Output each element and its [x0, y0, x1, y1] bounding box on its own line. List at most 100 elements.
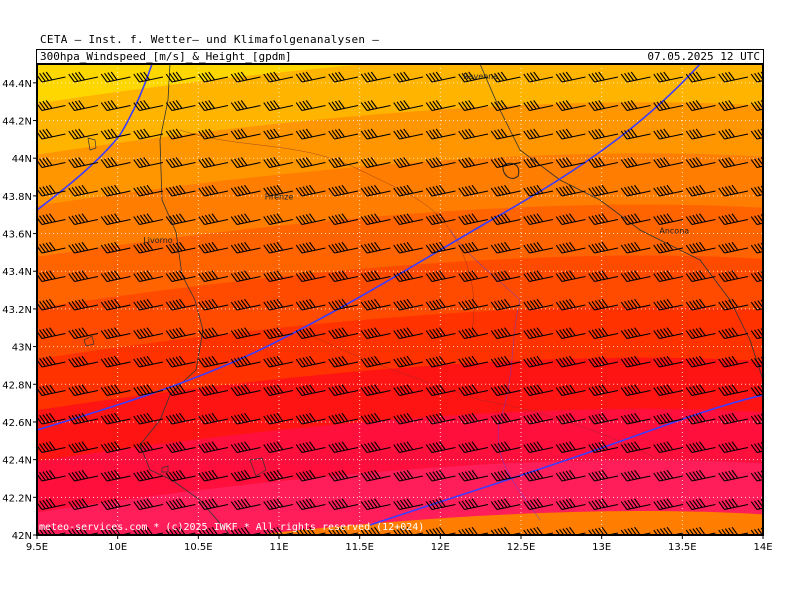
wind-barb — [458, 71, 489, 83]
region-borders — [179, 129, 661, 521]
wind-barb — [458, 128, 489, 140]
wind-barb — [230, 327, 261, 340]
wind-barb — [393, 100, 424, 112]
wind-barb — [458, 384, 489, 397]
x-tick-label: 13.5E — [668, 542, 697, 553]
wind-barb — [100, 100, 131, 112]
wind-barb — [425, 498, 456, 511]
wind-barb — [425, 469, 456, 482]
wind-barb — [523, 157, 554, 169]
wind-barb — [718, 270, 749, 283]
wind-barb — [263, 441, 294, 454]
wind-barb — [523, 184, 554, 197]
wind-barb — [68, 498, 99, 511]
wind-barb — [198, 270, 229, 283]
wind-barb — [718, 128, 749, 140]
city-label-livorno: Livorno — [143, 236, 173, 245]
wind-barb — [718, 184, 749, 197]
x-tick-label: 11E — [269, 542, 288, 553]
wind-barb — [360, 384, 391, 397]
wind-barb — [588, 184, 619, 197]
y-tick-label: 44N — [12, 154, 32, 165]
wind-barb — [620, 213, 651, 226]
wind-barb — [653, 469, 684, 482]
wind-barb — [68, 327, 99, 340]
wind-barb — [68, 71, 99, 83]
wind-barb — [523, 241, 554, 254]
wind-barb — [165, 184, 196, 197]
wind-barb — [653, 298, 684, 311]
wind-barb — [360, 241, 391, 254]
wind-barb — [295, 157, 326, 169]
copyright-footer: meteo-services.com * (c)2025 IWKF * All … — [39, 522, 425, 533]
wind-barb — [328, 298, 359, 311]
wind-barb — [653, 355, 684, 368]
wind-barb — [295, 355, 326, 368]
wind-barb — [165, 327, 196, 340]
wind-barb — [360, 469, 391, 482]
wind-barb — [328, 71, 359, 83]
wind-barb — [100, 241, 131, 254]
wind-barb — [523, 355, 554, 368]
city-labels: Ravenna Firenze Livorno Ancona — [143, 72, 689, 245]
x-tick-label: 13E — [592, 542, 611, 553]
wind-barb — [263, 157, 294, 169]
lat-lon-grid — [37, 64, 763, 535]
wind-barb — [490, 157, 521, 169]
wind-barb — [588, 441, 619, 454]
wind-barb — [68, 469, 99, 482]
wind-barb — [360, 441, 391, 454]
wind-barb — [718, 71, 749, 83]
wind-barb — [588, 71, 619, 83]
wind-barb — [100, 355, 131, 368]
wind-barb — [425, 71, 456, 83]
wind-barb — [653, 412, 684, 425]
wind-barb — [295, 469, 326, 482]
wind-barb — [653, 128, 684, 140]
wind-barb — [685, 157, 716, 169]
wind-barb — [718, 355, 749, 368]
wind-barb — [685, 412, 716, 425]
wind-barb — [620, 298, 651, 311]
wind-barb — [198, 441, 229, 454]
wind-barb — [685, 184, 716, 197]
wind-barb — [458, 498, 489, 511]
wind-barb — [620, 128, 651, 140]
wind-barb — [523, 384, 554, 397]
wind-barb — [295, 213, 326, 226]
wind-barb — [458, 469, 489, 482]
wind-barb — [718, 469, 749, 482]
wind-barb — [490, 355, 521, 368]
wind-barb — [230, 270, 261, 283]
wind-barb — [490, 71, 521, 83]
wind-barb — [490, 384, 521, 397]
wind-barb — [588, 241, 619, 254]
wind-barb — [458, 100, 489, 112]
wind-barb — [328, 469, 359, 482]
wind-barb — [328, 412, 359, 425]
wind-barb — [458, 157, 489, 169]
wind-barb — [685, 526, 716, 535]
y-tick-label: 42N — [12, 531, 32, 542]
wind-barb — [133, 213, 164, 226]
wind-barb — [555, 184, 586, 197]
wind-barb — [68, 526, 99, 535]
x-tick-label: 11.5E — [345, 542, 374, 553]
wind-barb — [198, 128, 229, 140]
wind-barb — [685, 100, 716, 112]
wind-barb — [555, 157, 586, 169]
wind-barb — [100, 184, 131, 197]
wind-barb — [458, 270, 489, 283]
wind-barb — [458, 327, 489, 340]
wind-barb — [230, 184, 261, 197]
wind-barb — [295, 498, 326, 511]
wind-barb — [718, 298, 749, 311]
wind-barb — [523, 128, 554, 140]
wind-barb — [100, 469, 131, 482]
wind-barb — [37, 441, 66, 454]
wind-barb — [588, 355, 619, 368]
wind-barb — [360, 213, 391, 226]
wind-barb — [263, 213, 294, 226]
wind-barb — [230, 128, 261, 140]
wind-barb — [198, 184, 229, 197]
